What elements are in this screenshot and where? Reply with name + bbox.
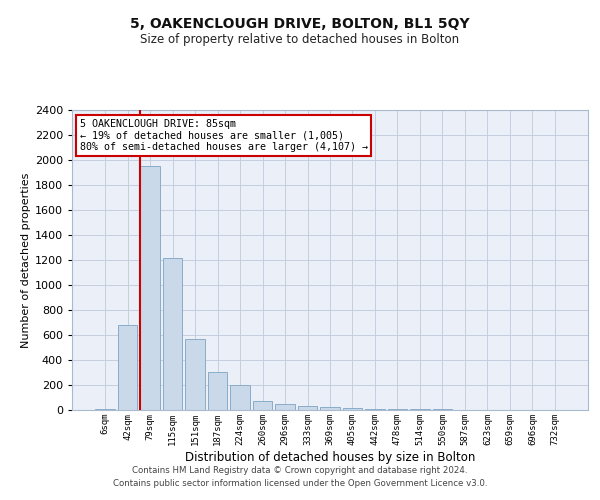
Y-axis label: Number of detached properties: Number of detached properties	[20, 172, 31, 348]
X-axis label: Distribution of detached houses by size in Bolton: Distribution of detached houses by size …	[185, 450, 475, 464]
Bar	[388, 409, 407, 410]
Bar	[140, 166, 160, 410]
Text: 5 OAKENCLOUGH DRIVE: 85sqm
← 19% of detached houses are smaller (1,005)
80% of s: 5 OAKENCLOUGH DRIVE: 85sqm ← 19% of deta…	[80, 119, 368, 152]
Text: Contains HM Land Registry data © Crown copyright and database right 2024.
Contai: Contains HM Land Registry data © Crown c…	[113, 466, 487, 487]
Bar	[298, 406, 317, 410]
Bar	[343, 408, 362, 410]
Bar	[253, 400, 272, 410]
Bar	[208, 372, 227, 410]
Bar	[163, 258, 182, 410]
Bar	[118, 325, 137, 410]
Text: 5, OAKENCLOUGH DRIVE, BOLTON, BL1 5QY: 5, OAKENCLOUGH DRIVE, BOLTON, BL1 5QY	[130, 18, 470, 32]
Bar	[185, 339, 205, 410]
Text: Size of property relative to detached houses in Bolton: Size of property relative to detached ho…	[140, 32, 460, 46]
Bar	[275, 404, 295, 410]
Bar	[230, 385, 250, 410]
Bar	[320, 407, 340, 410]
Bar	[95, 409, 115, 410]
Bar	[365, 408, 385, 410]
